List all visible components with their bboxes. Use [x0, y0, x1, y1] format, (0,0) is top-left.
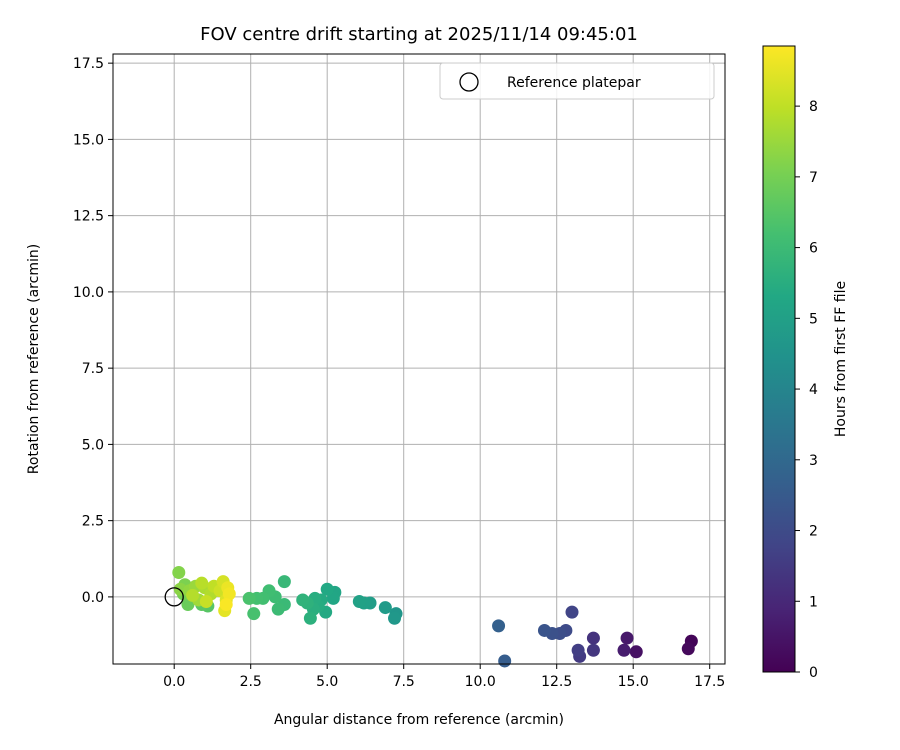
data-point — [378, 601, 392, 615]
y-tick-label: 2.5 — [82, 514, 104, 530]
data-point — [565, 605, 579, 619]
data-point — [492, 619, 506, 633]
legend: Reference platepar — [439, 62, 715, 100]
y-tick-label: 17.5 — [73, 56, 104, 72]
x-tick-label: 7.5 — [393, 674, 415, 690]
chart-title: FOV centre drift starting at 2025/11/14 … — [200, 24, 638, 45]
reference-marker-layer — [164, 587, 184, 607]
x-axis-label: Angular distance from reference (arcmin) — [274, 712, 564, 728]
colorbar-ticks: 0 1 2 3 4 5 6 7 8 — [795, 99, 818, 681]
data-point — [277, 575, 291, 589]
grid — [113, 54, 725, 664]
data-points — [172, 566, 698, 668]
legend-reference-marker — [459, 72, 479, 92]
data-point — [629, 645, 643, 659]
legend-box — [439, 62, 715, 100]
colorbar-tick-label: 5 — [809, 311, 818, 327]
colorbar-tick-label: 7 — [809, 170, 818, 186]
colorbar — [762, 45, 796, 673]
data-point — [186, 588, 200, 602]
plot-frame — [112, 53, 726, 665]
data-point — [247, 607, 261, 621]
data-point — [199, 594, 213, 608]
data-point — [242, 591, 256, 605]
data-point — [219, 598, 233, 612]
y-tick-label: 10.0 — [73, 285, 104, 301]
data-point — [617, 643, 631, 657]
data-point — [352, 594, 366, 608]
data-point — [296, 593, 310, 607]
y-tick-label: 0.0 — [82, 590, 104, 606]
data-point — [271, 602, 285, 616]
x-axis-ticks: 0.0 2.5 5.0 7.5 10.0 12.5 15.0 17.5 — [163, 664, 725, 690]
reference-platepar-marker — [164, 587, 184, 607]
data-point — [537, 623, 551, 637]
data-point — [571, 643, 585, 657]
x-tick-label: 12.5 — [541, 674, 572, 690]
y-tick-label: 15.0 — [73, 132, 104, 148]
y-tick-label: 12.5 — [73, 209, 104, 225]
colorbar-tick-label: 1 — [809, 594, 818, 610]
colorbar-tick-label: 2 — [809, 524, 818, 540]
x-tick-label: 2.5 — [240, 674, 262, 690]
x-tick-label: 10.0 — [465, 674, 496, 690]
colorbar-tick-label: 4 — [809, 382, 818, 398]
colorbar-tick-label: 6 — [809, 241, 818, 257]
y-tick-label: 7.5 — [82, 361, 104, 377]
y-tick-label: 5.0 — [82, 437, 104, 453]
legend-entry-label: Reference platepar — [507, 75, 641, 91]
data-point — [388, 611, 402, 625]
data-point — [222, 587, 236, 601]
x-tick-label: 17.5 — [694, 674, 725, 690]
data-point — [172, 566, 186, 579]
colorbar-tick-label: 8 — [809, 99, 818, 115]
colorbar-tick-label: 3 — [809, 453, 818, 469]
data-point — [498, 654, 512, 668]
data-point — [586, 631, 600, 645]
data-point — [326, 591, 340, 605]
x-tick-label: 5.0 — [316, 674, 338, 690]
data-point — [681, 642, 695, 656]
y-axis-ticks: 0.0 2.5 5.0 7.5 10.0 12.5 15.0 17.5 — [73, 56, 113, 606]
x-tick-label: 0.0 — [163, 674, 185, 690]
data-point — [586, 643, 600, 657]
data-point — [320, 582, 334, 596]
y-axis-label: Rotation from reference (arcmin) — [26, 244, 42, 474]
x-tick-label: 15.0 — [618, 674, 649, 690]
colorbar-tick-label: 0 — [809, 665, 818, 681]
data-point — [195, 576, 209, 590]
colorbar-label: Hours from first FF file — [833, 281, 849, 437]
data-point — [620, 631, 634, 645]
data-point — [303, 611, 317, 625]
